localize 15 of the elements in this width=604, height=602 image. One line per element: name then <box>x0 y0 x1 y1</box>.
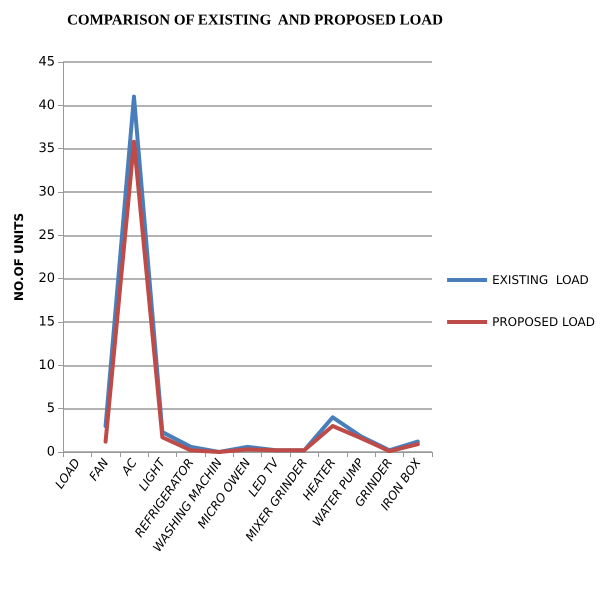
y-tick-label: 20 <box>38 271 55 286</box>
x-tick-label: AC <box>118 455 140 478</box>
y-tick-label: 5 <box>46 401 55 416</box>
legend-label: EXISTING LOAD <box>492 273 589 287</box>
y-tick-label: 30 <box>38 184 55 200</box>
y-axis-title: NO.OF UNITS <box>12 212 26 302</box>
y-tick-label: 0 <box>46 444 55 460</box>
chart-title: COMPARISON OF EXISTING AND PROPOSED LOAD <box>67 12 444 28</box>
y-tick-label: 45 <box>38 54 55 70</box>
y-tick-label: 10 <box>38 358 55 373</box>
legend-label: PROPOSED LOAD <box>492 315 596 329</box>
y-tick-label: 25 <box>38 228 55 243</box>
y-tick-label: 15 <box>38 314 55 330</box>
y-tick-label: 40 <box>38 98 55 113</box>
y-tick-label: 35 <box>38 141 55 156</box>
